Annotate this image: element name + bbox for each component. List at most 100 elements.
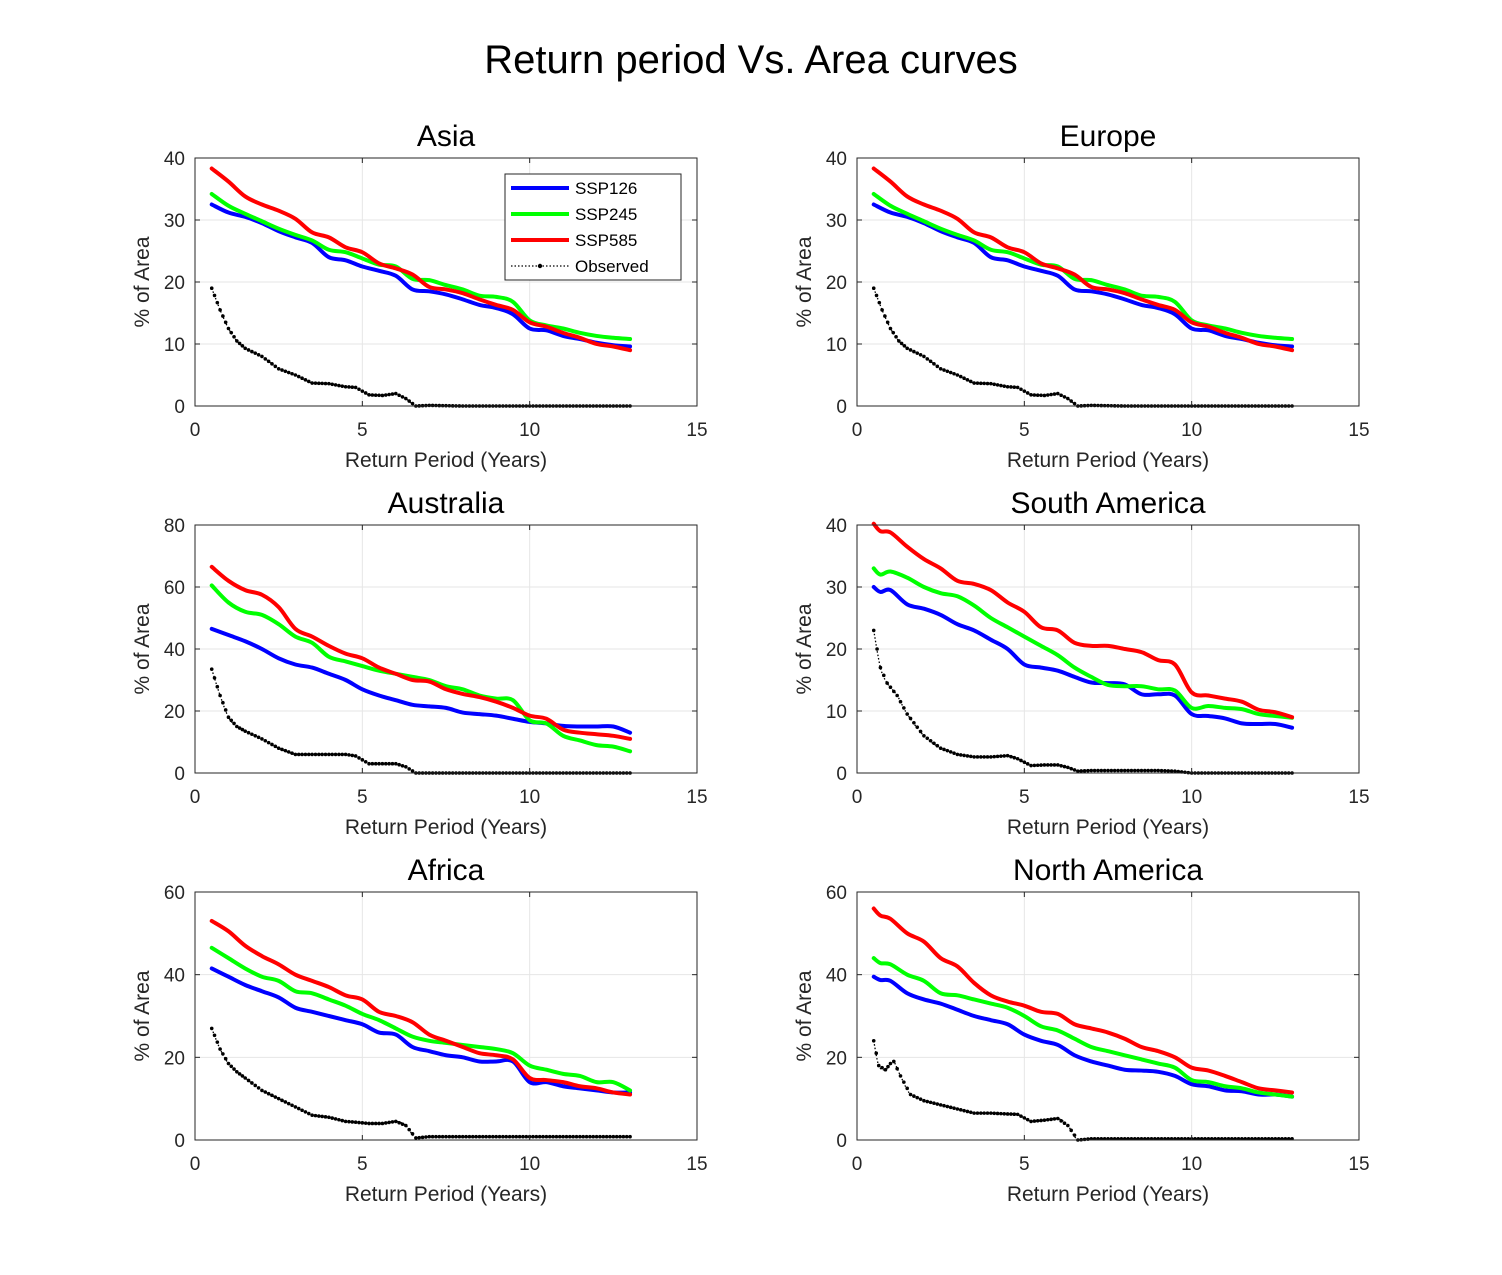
series-marker-observed <box>902 706 906 710</box>
series-marker-observed <box>1116 768 1120 773</box>
series-marker-observed <box>1012 1112 1017 1117</box>
panel-title: South America <box>1010 487 1205 520</box>
series-marker-observed <box>377 1121 381 1126</box>
series-marker-observed <box>1025 762 1030 766</box>
series-marker-observed <box>296 1106 301 1111</box>
series-marker-observed <box>1002 384 1007 388</box>
series-marker-observed <box>918 1097 923 1101</box>
series-marker-observed <box>945 748 950 753</box>
series-marker-observed <box>357 387 361 392</box>
panel-title: North America <box>1013 854 1203 887</box>
x-tick-label: 10 <box>1181 420 1202 441</box>
series-marker-observed <box>270 362 274 366</box>
series-marker-observed <box>958 374 963 379</box>
series-marker-observed <box>229 330 234 335</box>
panel-title: Africa <box>408 854 485 887</box>
series-marker-observed <box>989 755 993 759</box>
series-marker-observed <box>1022 389 1027 393</box>
series-marker-observed <box>263 357 268 361</box>
series-marker-observed <box>999 383 1003 388</box>
series-marker-observed <box>886 1064 890 1069</box>
series-marker-observed <box>226 715 231 719</box>
series-marker-observed <box>481 1134 485 1139</box>
x-tick-label: 15 <box>1348 1154 1369 1175</box>
series-marker-observed <box>390 392 395 396</box>
series-marker-observed <box>430 1134 435 1139</box>
plot-area <box>195 892 697 1140</box>
series-marker-observed <box>880 308 884 312</box>
series-marker-observed <box>237 341 242 346</box>
series-marker-observed <box>273 744 278 749</box>
series-marker-observed <box>240 1074 245 1078</box>
series-marker-observed <box>1015 1112 1020 1117</box>
series-marker-observed <box>514 1134 519 1139</box>
series-marker-observed <box>397 393 401 398</box>
series-marker-observed <box>467 1134 472 1139</box>
series-marker-observed <box>1089 768 1094 773</box>
series-marker-observed <box>333 752 338 757</box>
series-marker-observed <box>1082 769 1087 773</box>
series-marker-observed <box>404 396 408 401</box>
series-marker-observed <box>945 1104 950 1109</box>
y-tick-label: 20 <box>826 640 847 661</box>
series-marker-observed <box>327 752 331 757</box>
series-marker-observed <box>962 376 966 381</box>
series-marker-observed <box>1045 1117 1050 1122</box>
y-tick-label: 0 <box>174 397 185 418</box>
x-tick-label: 0 <box>190 1154 201 1175</box>
series-marker-observed <box>995 383 1000 387</box>
series-marker-observed <box>256 352 261 357</box>
series-marker-observed <box>246 1078 251 1083</box>
series-marker-observed <box>367 761 371 766</box>
y-tick-label: 80 <box>164 516 185 537</box>
y-tick-label: 10 <box>826 335 847 356</box>
series-marker-observed <box>286 370 291 375</box>
series-marker-observed <box>952 1106 956 1110</box>
series-marker-observed <box>424 1135 428 1139</box>
series-marker-observed <box>614 1134 619 1139</box>
y-axis-label: % of Area <box>793 603 816 694</box>
series-marker-observed <box>979 1111 983 1115</box>
series-marker-observed <box>995 754 1000 759</box>
series-marker-observed <box>968 754 973 759</box>
series-marker-observed <box>1062 764 1067 769</box>
series-marker-observed <box>1092 768 1097 773</box>
series-marker-observed <box>895 693 899 698</box>
series-marker-observed <box>888 1061 893 1066</box>
series-marker-observed <box>908 1092 913 1097</box>
series-marker-observed <box>1056 1116 1060 1121</box>
series-marker-observed <box>343 752 348 757</box>
series-marker-observed <box>340 1118 345 1123</box>
series-marker-observed <box>253 734 258 738</box>
series-marker-observed <box>1042 763 1047 767</box>
series-marker-observed <box>952 371 956 376</box>
series-marker-observed <box>223 708 228 712</box>
series-marker-observed <box>310 381 314 385</box>
series-marker-observed <box>286 1101 291 1106</box>
series-marker-observed <box>350 1120 355 1124</box>
x-tick-label: 10 <box>519 420 540 441</box>
series-marker-observed <box>942 1103 946 1108</box>
x-axis-label: Return Period (Years) <box>1007 449 1209 472</box>
series-marker-observed <box>948 370 953 375</box>
x-tick-label: 0 <box>852 1154 863 1175</box>
series-marker-observed <box>982 1111 986 1115</box>
series-marker-observed <box>912 1094 916 1098</box>
x-axis-label: Return Period (Years) <box>1007 816 1209 839</box>
series-marker-observed <box>337 1117 341 1122</box>
series-marker-observed <box>250 1081 254 1085</box>
series-marker-observed <box>1002 1111 1007 1116</box>
series-marker-observed <box>407 399 411 403</box>
series-marker-observed <box>875 647 879 651</box>
series-marker-observed <box>377 761 381 766</box>
series-marker-observed <box>1139 768 1144 773</box>
series-line-ssp245 <box>871 956 1295 1099</box>
series-marker-observed <box>898 1074 903 1078</box>
series-line-ssp585 <box>209 166 633 353</box>
series-marker-observed <box>404 1123 408 1128</box>
series-marker-observed <box>1025 1117 1030 1122</box>
series-marker-observed <box>1149 768 1154 773</box>
series-marker-observed <box>400 395 405 399</box>
series-marker-observed <box>427 403 432 408</box>
series-marker-observed <box>410 401 415 406</box>
